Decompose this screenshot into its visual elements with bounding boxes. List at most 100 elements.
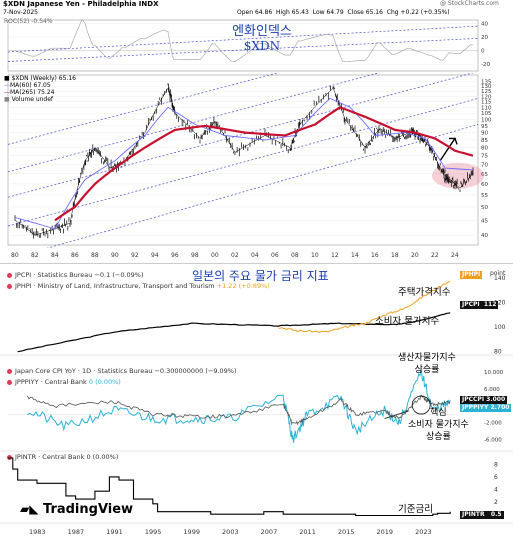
roc-tick-label: 0 bbox=[481, 49, 485, 55]
bottom-x-tick-label: 2023 bbox=[415, 528, 432, 536]
label-cpi: 소비자 물가지수 bbox=[375, 316, 440, 327]
top-x-tick-label: 06 bbox=[271, 252, 279, 259]
legend-volume: ■ Volume undef bbox=[4, 96, 54, 103]
price-tick-label: 75 bbox=[481, 154, 488, 160]
price-tick-label: 110 bbox=[481, 105, 492, 111]
pane1-tick-label: 80 bbox=[494, 349, 502, 356]
price-tick-label: 100 bbox=[481, 117, 492, 123]
label-ppi: 생산자물가지수 상승률 bbox=[398, 353, 456, 375]
bottom-x-tick-label: 2011 bbox=[299, 528, 316, 536]
tag-jphpi: JPHPI bbox=[460, 271, 483, 279]
pane3-legend: JPINTR · Central Bank 0 (0.00%) bbox=[7, 453, 118, 461]
jpcpi-line bbox=[17, 312, 451, 353]
price-tick-label: 65 bbox=[481, 172, 488, 178]
tag-jpccpi: JPCCPI 3.000 bbox=[460, 396, 508, 404]
pane3-chart: 8 6 4 2 bbox=[8, 457, 498, 517]
label-core-cpi: 핵심 소비자 물가지수 상승률 bbox=[408, 408, 469, 442]
top-x-tick-label: 98 bbox=[191, 252, 199, 259]
trend-arrow bbox=[439, 137, 458, 162]
top-x-tick-label: 18 bbox=[391, 252, 399, 259]
roc-tick-label: -20 bbox=[481, 62, 490, 68]
pane3-tick-label: 2 bbox=[494, 499, 498, 506]
highlight-circle bbox=[411, 395, 431, 415]
top-x-tick-label: 96 bbox=[171, 252, 179, 259]
annotation-arrow bbox=[384, 410, 409, 419]
pane2-tick-label: 10.000 bbox=[484, 370, 504, 376]
top-x-tick-label: 04 bbox=[251, 252, 259, 259]
pane2-tick-label: -6.000 bbox=[484, 438, 502, 444]
price-tick-label: 85 bbox=[481, 138, 488, 144]
symbol-title: $XDN Japanese Yen - Philadelphia INDX bbox=[3, 0, 159, 8]
roc-pane: 40 20 0 -20 bbox=[7, 18, 490, 72]
top-x-tick-label: 94 bbox=[151, 252, 159, 259]
ma265-line bbox=[54, 106, 474, 222]
price-tick-label: 55 bbox=[481, 193, 488, 199]
roc-label: ROC(52) -0.54% bbox=[4, 18, 53, 25]
label-rate: 기준금리 bbox=[398, 504, 433, 515]
top-x-tick-label: 14 bbox=[351, 252, 359, 259]
price-tick-label: 130 bbox=[481, 84, 492, 90]
price-line bbox=[14, 87, 474, 236]
top-x-axis: 80 82 84 86 88 90 92 94 96 98 00 02 04 06 08 10 12 14 16 18… bbox=[11, 252, 459, 259]
bottom-x-tick-label: 1983 bbox=[29, 528, 46, 536]
legend-core-cpi: Japan Core CPI YoY · 1D · Statistics Bur… bbox=[7, 366, 237, 377]
price-tick-label: 115 bbox=[481, 100, 492, 106]
pane1-tick-label: 140 bbox=[494, 275, 506, 282]
tradingview-logo: ▰◣ TradingView bbox=[20, 502, 134, 517]
pane3-tick-label: 8 bbox=[494, 461, 498, 468]
tag-jpcpi: JPCPI 112 bbox=[460, 301, 499, 309]
price-tick-label: 125 bbox=[481, 89, 492, 95]
pane1-scale-word: point bbox=[490, 270, 506, 277]
pane1-legend: JPCPI · Statistics Bureau −0.1 (−0.09%) … bbox=[7, 270, 270, 292]
watermark: @ StockCharts.com bbox=[440, 0, 499, 7]
top-x-tick-label: 02 bbox=[231, 252, 239, 259]
top-x-tick-label: 88 bbox=[91, 252, 99, 259]
price-tick-label: 80 bbox=[481, 146, 488, 152]
price-tick-label: 95 bbox=[481, 124, 488, 130]
annotation-yen-index: 엔화인덱스 $XDN bbox=[232, 24, 292, 53]
price-plot-frame bbox=[7, 74, 479, 246]
channel-line bbox=[7, 73, 380, 173]
top-x-tick-label: 84 bbox=[51, 252, 59, 259]
pane3-tick-label: 4 bbox=[494, 487, 498, 494]
roc-line bbox=[14, 18, 473, 63]
price-tick-label: 50 bbox=[481, 205, 488, 211]
bottom-x-tick-label: 1987 bbox=[68, 528, 85, 536]
price-tick-label: 135 bbox=[481, 79, 492, 85]
tag-jpppiyy: JPPPIYY 2.700 bbox=[460, 404, 512, 412]
roc-tick-label: 40 bbox=[481, 21, 488, 27]
top-x-tick-label: 00 bbox=[211, 252, 219, 259]
bottom-x-tick-label: 2015 bbox=[338, 528, 355, 536]
top-x-tick-label: 86 bbox=[71, 252, 79, 259]
legend-jpppiyy: JPPPIYY · Central Bank 0 (0.00%) bbox=[7, 377, 237, 388]
top-x-tick-label: 12 bbox=[331, 252, 339, 259]
ma60-line bbox=[14, 97, 474, 230]
legend-ma60: —MA(60) 67.05 bbox=[4, 82, 51, 89]
bottom-x-tick-label: 1999 bbox=[183, 528, 200, 536]
bottom-x-tick-label: 1991 bbox=[106, 528, 123, 536]
top-x-tick-label: 10 bbox=[311, 252, 319, 259]
price-tick-label: 40 bbox=[481, 233, 488, 239]
stockcharts-panel: $XDN Japanese Yen - Philadelphia INDX 7-… bbox=[0, 0, 513, 262]
channel-line bbox=[7, 73, 279, 145]
jpintr-line bbox=[8, 457, 451, 517]
price-tick-label: 105 bbox=[481, 111, 492, 117]
ohlc-readout: Open 64.86 High 65.43 Low 64.79 Close 65… bbox=[237, 9, 450, 16]
label-housing: 주택가격지수 bbox=[398, 287, 451, 298]
bottom-x-tick-label: 1995 bbox=[145, 528, 162, 536]
top-x-tick-label: 90 bbox=[111, 252, 119, 259]
price-tick-label: 120 bbox=[481, 94, 492, 100]
top-x-tick-label: 80 bbox=[11, 252, 19, 259]
pane1-tick-label: 120 bbox=[494, 300, 506, 307]
legend-jphpi: JPHPI · Ministry of Land, Infrastructure… bbox=[7, 281, 270, 292]
price-tick-label: 45 bbox=[481, 218, 488, 224]
bottom-x-axis: 1983 1987 1991 1995 1999 2003 2007 2011 2015 2019… bbox=[0, 522, 513, 536]
roc-channel-line bbox=[7, 25, 479, 53]
roc-tick-label: 20 bbox=[481, 35, 488, 41]
price-tick-label: 70 bbox=[481, 162, 488, 168]
top-x-tick-label: 08 bbox=[291, 252, 299, 259]
bottom-title-annotation: 일본의 주요 물가 금리 지표 bbox=[192, 269, 329, 283]
legend-ma265: —MA(265) 75.24 bbox=[4, 89, 55, 96]
